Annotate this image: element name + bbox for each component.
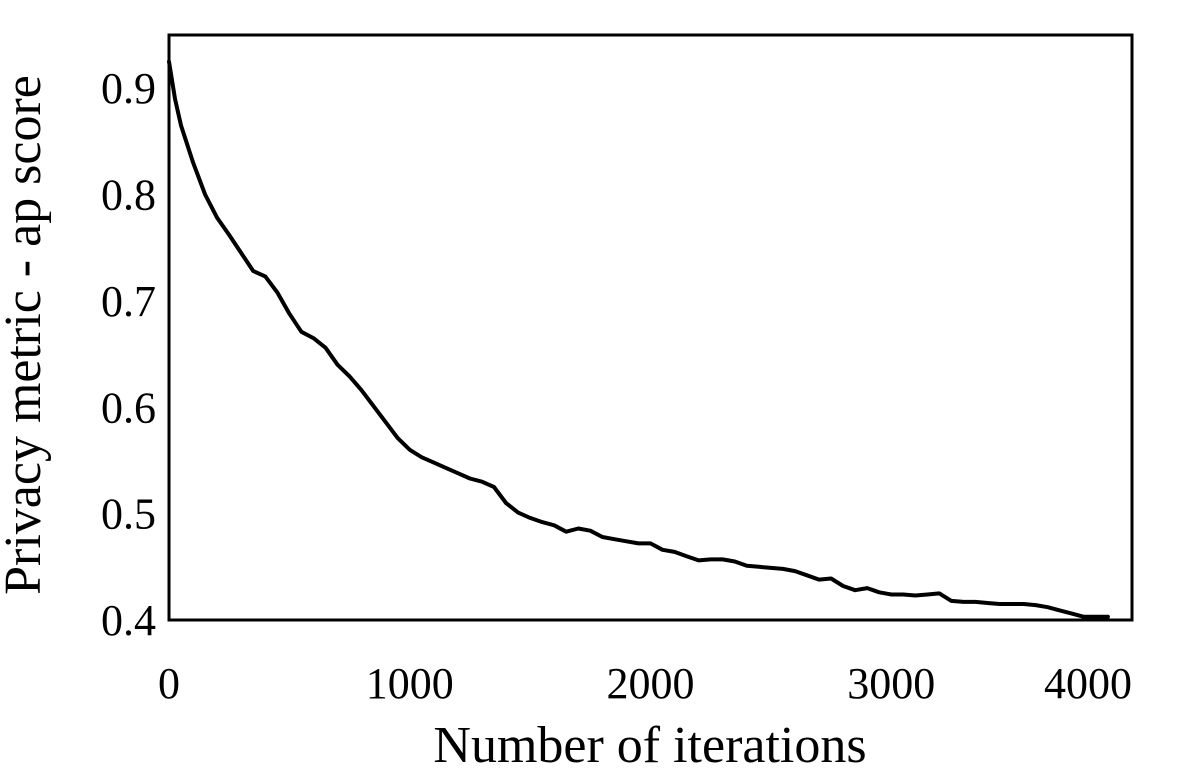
x-tick-label: 0 <box>158 659 180 708</box>
y-tick-label: 0.6 <box>101 383 156 432</box>
y-tick-label: 0.8 <box>101 171 156 220</box>
x-tick-label: 1000 <box>366 659 454 708</box>
series-line <box>167 59 1110 619</box>
y-tick-label: 0.5 <box>101 490 156 539</box>
x-tick-label: 4000 <box>1044 659 1132 708</box>
x-axis-title: Number of iterations <box>433 717 866 773</box>
x-axis: 0 1000 2000 3000 4000 <box>158 659 1132 708</box>
y-tick-label: 0.7 <box>101 277 156 326</box>
y-tick-label: 0.4 <box>101 596 156 645</box>
x-tick-label: 2000 <box>607 659 695 708</box>
y-axis-title: Privacy metric - ap score <box>0 75 52 595</box>
x-tick-label: 3000 <box>847 659 935 708</box>
y-axis: 0.4 0.5 0.6 0.7 0.8 0.9 <box>101 64 156 645</box>
plot-frame <box>167 33 1134 622</box>
y-tick-label: 0.9 <box>101 64 156 113</box>
